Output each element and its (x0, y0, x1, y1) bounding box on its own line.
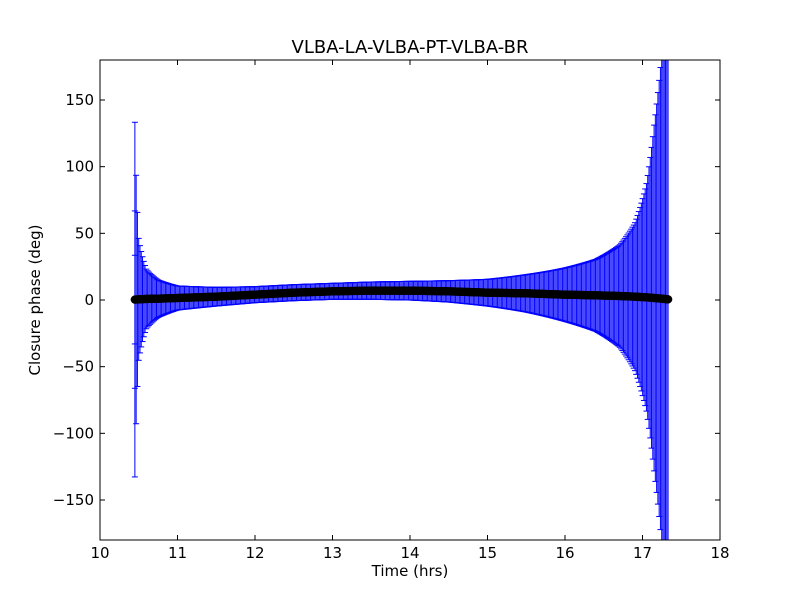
x-tick-label: 12 (245, 544, 264, 562)
data-point (663, 295, 673, 304)
x-tick-label: 13 (323, 544, 342, 562)
overflow-layer (130, 286, 673, 304)
x-tick-label: 17 (633, 544, 652, 562)
x-tick-label: 14 (400, 544, 419, 562)
x-tick-label: 16 (555, 544, 574, 562)
x-tick-label: 18 (710, 544, 729, 562)
x-axis-ticks: 10 11 12 13 14 15 16 17 18 (90, 60, 730, 562)
y-tick-label: 50 (75, 224, 94, 242)
x-tick-label: 10 (90, 544, 109, 562)
x-tick-label: 15 (478, 544, 497, 562)
y-tick-label: −50 (62, 358, 94, 376)
y-tick-label: −100 (53, 424, 94, 442)
x-axis-label: Time (hrs) (371, 562, 449, 580)
y-tick-label: 100 (65, 158, 94, 176)
y-axis-label: Closure phase (deg) (26, 225, 44, 376)
chart-title: VLBA-LA-VLBA-PT-VLBA-BR (292, 37, 529, 58)
y-tick-label: 150 (65, 91, 94, 109)
y-axis-ticks: −150 −100 −50 0 50 100 150 (53, 91, 720, 509)
y-tick-label: −150 (53, 491, 94, 509)
x-tick-label: 11 (168, 544, 187, 562)
y-tick-label: 0 (84, 291, 94, 309)
